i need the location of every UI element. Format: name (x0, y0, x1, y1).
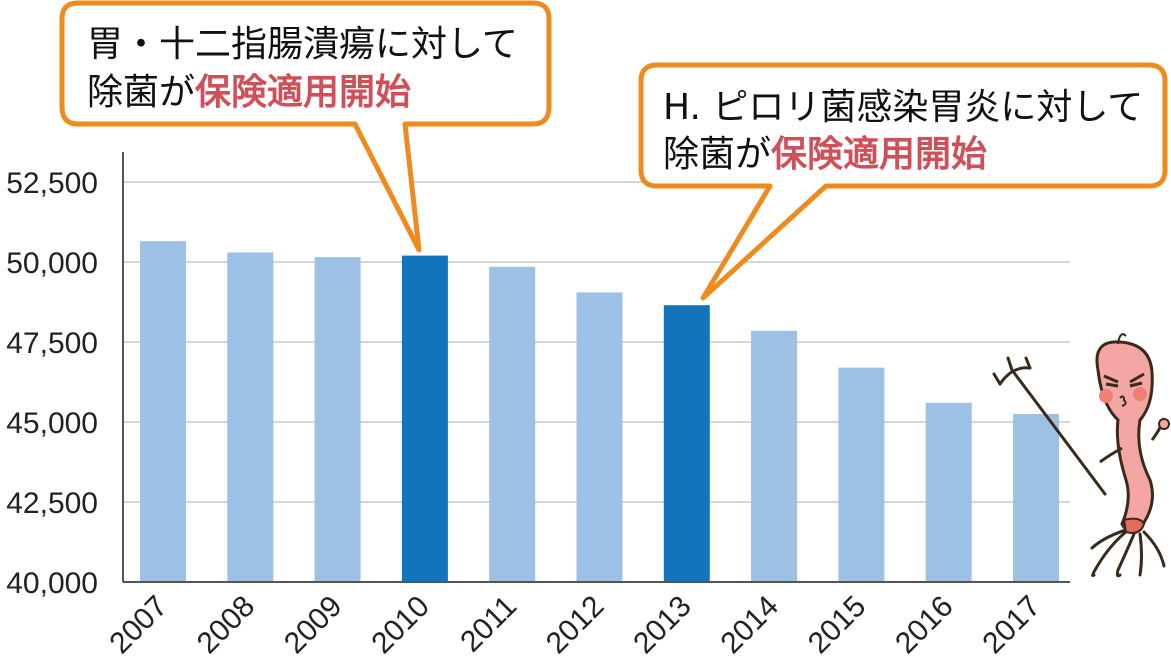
bar-2009 (314, 257, 361, 582)
x-axis-ticks: 2007 2008 2009 2010 2011 2012 2013 2014 2015 2016… (103, 590, 1047, 661)
callout-2013-line1: H. ピロリ菌感染胃炎に対して (663, 87, 1143, 128)
callout-2010-bubble (59, 0, 552, 253)
callout-2010: 胃・十二指腸潰瘍に対して 除菌が保険適用開始 (59, 0, 552, 253)
callout-2013-bubble (638, 62, 1168, 301)
x-tick-label: 2009 (278, 590, 349, 661)
x-tick-label: 2017 (976, 590, 1047, 661)
bar-2014 (751, 330, 798, 582)
callout-2013-line2: 除菌が保険適用開始 (663, 134, 987, 175)
callout-2010-line1: 胃・十二指腸潰瘍に対して (87, 24, 518, 65)
x-tick-label: 2007 (103, 590, 174, 661)
bacteria-mascot-icon (1090, 333, 1170, 578)
y-tick-label: 50,000 (6, 247, 98, 280)
bar-2017 (1013, 414, 1059, 582)
bar-2016 (925, 402, 972, 582)
x-tick-label: 2013 (627, 590, 698, 661)
y-tick-label: 40,000 (6, 567, 98, 600)
callout-2010-line2: 除菌が保険適用開始 (87, 72, 411, 113)
bar-2010 (401, 255, 448, 582)
callout-2013-line2-highlight: 保険適用開始 (771, 134, 987, 175)
y-tick-label: 47,500 (6, 327, 98, 360)
callout-2010-line2-highlight: 保険適用開始 (195, 72, 411, 113)
bar-2007 (140, 241, 186, 582)
bars (140, 241, 1059, 582)
y-tick-label: 52,500 (6, 167, 98, 200)
callout-2010-line2-prefix: 除菌が (87, 72, 195, 113)
y-tick-label: 42,500 (6, 487, 98, 520)
x-tick-label: 2008 (191, 590, 262, 661)
trident-icon (992, 356, 1107, 496)
bar-2008 (227, 252, 274, 582)
x-tick-label: 2011 (454, 590, 523, 659)
x-tick-label: 2015 (802, 590, 873, 661)
bar-2011 (489, 266, 536, 582)
bar-2012 (576, 292, 623, 582)
x-tick-label: 2010 (365, 590, 436, 661)
y-tick-label: 45,000 (6, 407, 98, 440)
bar-2013 (663, 305, 710, 582)
x-tick-label: 2016 (889, 590, 960, 661)
x-tick-label: 2014 (715, 590, 786, 661)
callout-2013-line2-prefix: 除菌が (663, 134, 771, 175)
callout-2013: H. ピロリ菌感染胃炎に対して 除菌が保険適用開始 (638, 62, 1168, 301)
y-axis-ticks: 40,000 42,500 45,000 47,500 50,000 52,500 (6, 167, 98, 600)
x-tick-label: 2012 (540, 590, 611, 661)
bar-2015 (838, 367, 885, 582)
